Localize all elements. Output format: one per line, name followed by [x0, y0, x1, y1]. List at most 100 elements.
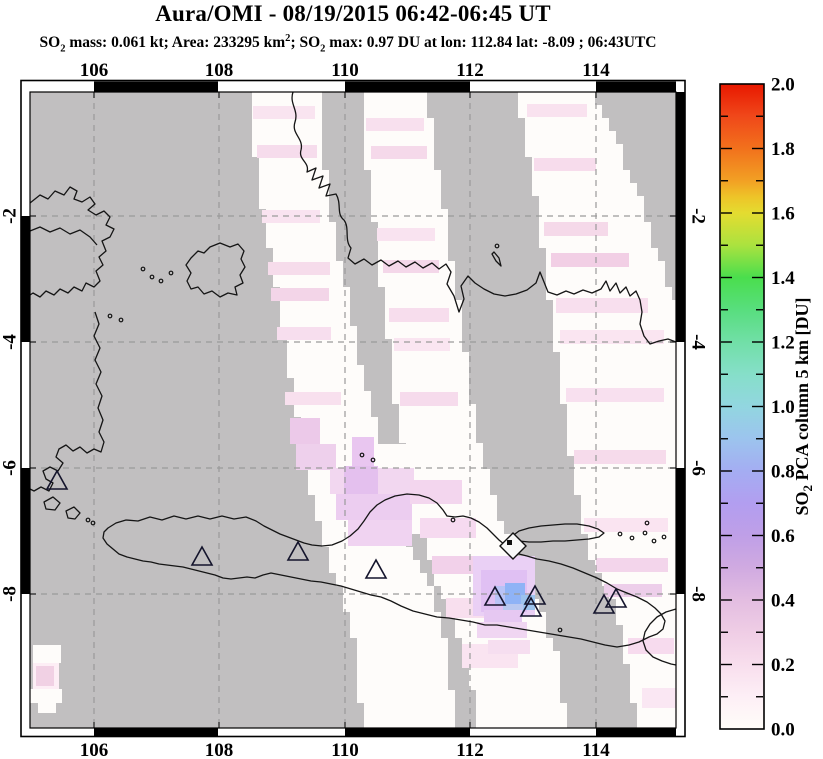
- colorbar-tick-label: 1.6: [771, 204, 795, 225]
- so2-data-patch: [544, 222, 608, 236]
- sunda-islet-1-line: [43, 496, 61, 511]
- colorbar-tick-label: 1.0: [771, 397, 795, 418]
- so2-data-patch: [253, 106, 315, 119]
- so2-data-patch: [257, 145, 317, 158]
- so2-data-patch: [484, 610, 522, 623]
- so2-data-patch: [377, 228, 435, 241]
- so2-data-patch: [410, 480, 462, 504]
- volcano-triangle-marker: [604, 587, 628, 608]
- sumatra-tail-coast-line: [29, 311, 105, 492]
- lat-label-right: -4: [688, 334, 709, 350]
- city-diamond-marker: [499, 532, 527, 560]
- so2-data-patch: [348, 520, 412, 546]
- so2-data-patch: [383, 260, 439, 273]
- lat-label-right: -8: [688, 586, 709, 602]
- plot-subtitle: SO2 mass: 0.061 kt; Area: 233295 km2; SO…: [39, 33, 657, 55]
- so2-data-patch: [262, 210, 320, 223]
- lat-label-right: -2: [688, 208, 709, 224]
- small-island-dot: [617, 531, 623, 537]
- bali-coast-line: [642, 608, 677, 666]
- small-island-dot: [149, 274, 155, 280]
- small-island-dot: [644, 520, 650, 526]
- colorbar-tick-label: 1.2: [771, 333, 795, 354]
- frame-bar-bottom: [345, 727, 470, 737]
- so2-data-patch: [566, 388, 664, 402]
- colorbar-tick-label: 2.0: [771, 75, 795, 96]
- so2-data-patch: [336, 494, 412, 520]
- so2-data-patch: [30, 689, 62, 703]
- lat-label-right: -6: [688, 460, 709, 476]
- so2-data-patch: [285, 392, 341, 405]
- small-island-dot: [359, 452, 365, 458]
- so2-data-patch: [296, 444, 336, 470]
- volcano-triangle-marker: [286, 540, 310, 561]
- colorbar-title: SO2 PCA column 5 km [DU]: [792, 297, 815, 515]
- small-island-dot: [557, 627, 563, 633]
- volcano-triangle-marker: [592, 593, 616, 614]
- so2-data-patch: [477, 622, 527, 638]
- colorbar-tick-label: 1.8: [771, 139, 795, 160]
- belitung-island-line: [185, 242, 246, 298]
- so2-data-patch: [505, 583, 525, 607]
- borneo-coast-line: [291, 91, 677, 345]
- lon-label-top: 108: [205, 60, 234, 81]
- sumatra-bangka-coast-line: [29, 186, 115, 298]
- so2-data-patch: [420, 518, 476, 538]
- colorbar-tick-label: 1.4: [771, 268, 795, 289]
- small-island-dot: [168, 270, 174, 276]
- lon-label-top: 106: [80, 60, 109, 81]
- colorbar-tick-label: 0.8: [771, 462, 795, 483]
- colorbar-tick-label: 0.2: [771, 655, 795, 676]
- colorbar-tick-label: 0.6: [771, 526, 795, 547]
- small-island-dot: [651, 538, 657, 544]
- swath-west: [252, 92, 455, 728]
- so2-data-patch: [371, 146, 427, 159]
- lat-label-left: -4: [0, 334, 20, 350]
- lon-label-bottom: 110: [331, 740, 358, 759]
- frame-bar-left: [21, 468, 30, 594]
- java-coast-line: [102, 493, 666, 648]
- small-island-dot: [118, 317, 124, 323]
- small-island-dot: [158, 278, 164, 284]
- lat-label-left: -6: [0, 460, 20, 476]
- frame-bar-left: [21, 216, 30, 342]
- frame-bar-top: [345, 81, 470, 92]
- frame-bar-right: [676, 468, 685, 594]
- small-island-dot: [661, 534, 667, 540]
- so2-data-patch: [574, 450, 666, 464]
- so2-data-patch: [551, 253, 629, 267]
- so2-data-patch: [628, 638, 674, 654]
- lon-label-top: 112: [456, 60, 483, 81]
- volcano-triangle-marker: [483, 585, 507, 606]
- frame-bar-top: [94, 81, 218, 92]
- so2-data-patch: [271, 288, 329, 301]
- so2-data-patch: [394, 338, 450, 351]
- lon-label-bottom: 106: [80, 740, 109, 759]
- lat-label-left: -8: [0, 586, 20, 602]
- volcano-triangle-marker: [190, 545, 214, 566]
- lon-label-top: 114: [582, 60, 610, 81]
- so2-data-patch: [277, 327, 331, 340]
- volcano-triangle-marker: [45, 469, 69, 490]
- madura-island-line: [510, 523, 605, 543]
- so2-data-patch: [596, 558, 668, 572]
- so2-data-patch: [344, 466, 378, 494]
- so2-data-patch: [527, 104, 587, 117]
- so2-data-patch: [38, 703, 56, 713]
- so2-data-patch: [290, 418, 320, 444]
- so2-data-patch: [366, 118, 424, 131]
- so2-data-patch: [488, 640, 530, 654]
- small-island-dot: [370, 457, 376, 463]
- so2-data-patch: [268, 262, 330, 275]
- volcano-triangle-marker: [364, 558, 388, 579]
- frame-bar-right: [676, 92, 685, 342]
- sunda-islet-2-line: [65, 506, 81, 520]
- small-island-dot: [450, 517, 456, 523]
- lon-label-bottom: 108: [205, 740, 234, 759]
- so2-data-patch: [372, 444, 420, 472]
- so2-data-patch: [36, 666, 54, 686]
- small-island-dot: [494, 243, 500, 249]
- small-island-dot: [107, 313, 113, 319]
